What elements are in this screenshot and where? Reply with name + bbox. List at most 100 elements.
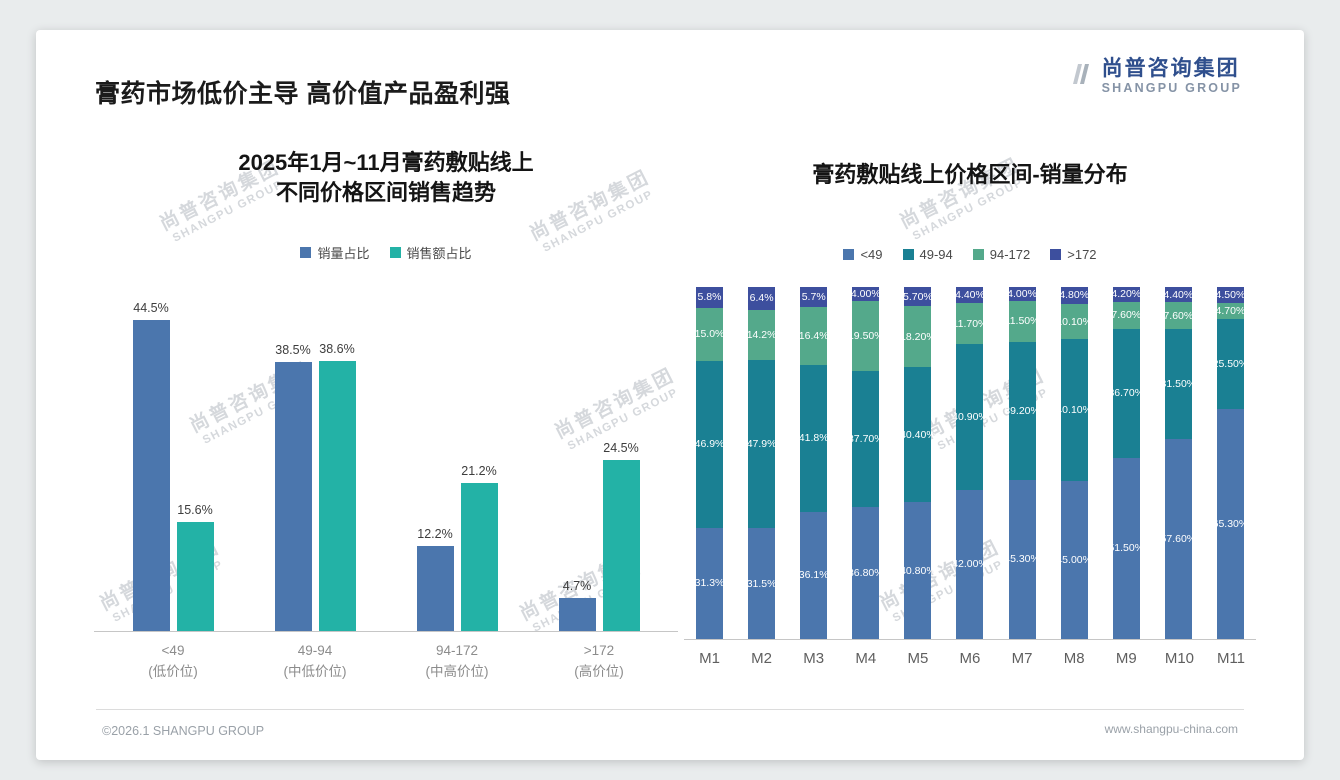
segment-value-label: 37.70% [847,433,884,446]
stacked-bar: 4.50% 4.70% 25.50% 65.30% [1213,287,1248,639]
bar-value-label: 24.5% [603,440,639,455]
bar-segment: 36.70% [1108,328,1144,458]
bar-segment: 47.9% [746,359,777,529]
bar-value-label: 15.6% [177,502,213,517]
stacked-bar: 5.70% 18.20% 40.40% 40.80% [900,287,936,639]
bar-segment: 40.10% [1056,339,1092,481]
segment-value-label: 39.20% [1004,404,1040,417]
segment-value-label: 15.0% [694,328,725,341]
segment-value-label: 31.3% [694,577,725,590]
logo-text: 尚普咨询集团 SHANGPU GROUP [1102,56,1242,96]
bar-segment: 16.4% [799,307,829,365]
category-tier: (中高价位) [425,663,489,679]
segment-value-label: 4.40% [955,288,985,301]
segment-value-label: 10.10% [1056,315,1092,328]
bar-segment: 40.40% [900,367,936,503]
logo-en: SHANGPU GROUP [1101,81,1242,96]
month-label: M4 [855,650,877,667]
grouped-bar-categories: <49 (低价位) 49-94 (中低价位) 94-172 (中高价位) >172 (高价位) [94,641,678,683]
month-label: M5 [907,650,929,667]
segment-value-label: 47.9% [746,437,777,450]
segment-value-label: 4.50% [1215,288,1246,301]
segment-value-label: 4.20% [1111,288,1142,301]
legend-item: 销售额占比 [389,243,472,262]
bar-segment: 57.60% [1161,438,1196,639]
segment-value-label: 14.2% [746,328,777,341]
segment-value-label: 7.60% [1111,309,1142,322]
legend-item: 94-172 [972,247,1030,262]
grouped-bar-chart: 2025年1月~11月膏药敷贴线上 不同价格区间销售趋势 销量占比 销售额占比 4… [94,148,678,683]
footer-copyright: ©2026.1 SHANGPU GROUP [102,724,265,738]
stacked-bar-chart: 膏药敷贴线上价格区间-销量分布 <49 49-94 94-172 >172 5.8% 1… [684,148,1256,667]
bar-segment: 4.40% [955,287,985,303]
bar-segment: 10.10% [1056,303,1092,340]
segment-value-label: 5.7% [801,291,826,304]
segment-value-label: 4.70% [1215,305,1246,318]
month-label: M3 [803,650,825,667]
bar-segment: 25.50% [1213,319,1248,410]
category-tier: (高价位) [574,663,624,679]
segment-value-label: 25.50% [1212,358,1249,371]
bar-segment: 4.00% [1007,286,1037,301]
segment-value-label: 36.70% [1108,387,1145,400]
left-chart-title: 2025年1月~11月膏药敷贴线上 不同价格区间销售趋势 [94,148,678,208]
category-label: >172 (高价位) [528,641,670,683]
segment-value-label: 31.5% [746,577,777,590]
category-range: 49-94 [297,643,333,658]
slide: 尚普咨询集团 SHANGPU GROUP 尚普咨询集团 SHANGPU GROUP 尚普… [36,30,1304,760]
legend-swatch [902,249,914,260]
legend-item: <49 [843,247,883,262]
bar [416,545,454,631]
bar [274,361,312,631]
month-label: M2 [751,650,773,667]
segment-value-label: 11.50% [1004,315,1040,328]
segment-value-label: 41.8% [798,432,829,445]
legend-swatch [1050,249,1062,260]
bar-segment: 19.50% [848,301,884,372]
legend-item: >172 [1050,247,1097,262]
segment-value-label: 18.20% [900,330,936,343]
bar-segment: 31.3% [694,527,725,639]
month-label: M6 [959,650,981,667]
bar [602,459,640,631]
bar-segment: 4.50% [1215,287,1246,303]
bar-segment: 45.00% [1056,480,1092,639]
bar-segment: 5.7% [800,287,828,308]
category-range: >172 [583,643,615,658]
bar-column: 15.6% [176,502,214,631]
segment-value-label: 31.50% [1160,377,1197,390]
segment-value-label: 4.00% [850,288,881,301]
segment-value-label: 51.50% [1108,542,1145,555]
bar-value-label: 38.5% [275,342,311,357]
bar-value-label: 12.2% [417,526,453,541]
legend-swatch [300,247,312,258]
bar-segment: 11.50% [1005,301,1039,342]
bar-segment: 4.80% [1059,286,1090,304]
bar [460,482,498,631]
category-label: <49 (低价位) [102,641,244,683]
bar-column: 24.5% [602,440,640,631]
bar-segment: 31.50% [1161,328,1196,439]
category-tier: (低价位) [148,663,198,679]
month-label: M1 [699,650,720,667]
bar-column: 38.6% [318,342,356,631]
bar-column: 21.2% [460,464,498,631]
legend-item: 49-94 [902,247,953,262]
segment-value-label: 45.00% [1056,553,1092,566]
segment-value-label: 36.1% [798,569,829,582]
segment-value-label: 11.70% [952,317,988,330]
segment-value-label: 4.80% [1059,289,1090,302]
bar-segment: 42.00% [952,489,988,639]
legend-swatch [389,247,401,258]
bar-column: 12.2% [416,526,454,631]
bar-segment: 40.80% [900,502,936,639]
bar-segment: 31.5% [746,528,777,639]
bar-column: 44.5% [132,301,170,631]
bar-group: 44.5% 15.6% [102,280,244,631]
category-label: 94-172 (中高价位) [386,641,528,683]
bar-segment: 5.70% [903,287,933,307]
month-label: M8 [1063,650,1085,667]
category-range: <49 [161,643,185,658]
bar-segment: 11.70% [953,302,987,345]
stacked-bar: 4.40% 11.70% 40.90% 42.00% [952,287,988,639]
